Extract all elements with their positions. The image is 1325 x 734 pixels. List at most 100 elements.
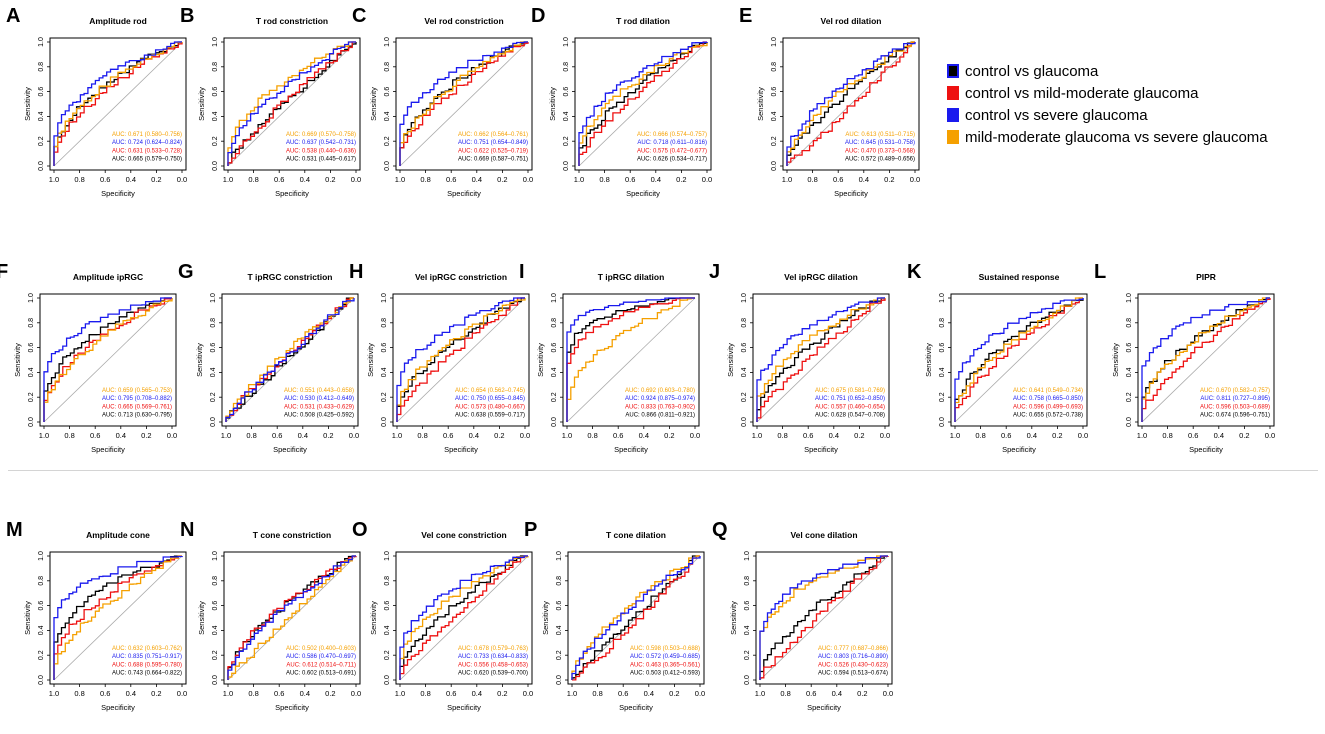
y-tick-label: 0.0	[744, 675, 751, 685]
x-tick-label: 0.4	[298, 431, 308, 440]
x-tick-label: 0.8	[587, 431, 597, 440]
x-tick-label: 0.2	[497, 175, 507, 184]
plot-frame	[782, 37, 920, 171]
x-axis-label: Specificity	[1189, 445, 1223, 454]
x-tick-label: 1.0	[782, 175, 792, 184]
y-axis-label: Sensitivity	[23, 87, 32, 121]
x-tick-label: 0.0	[910, 175, 920, 184]
auc-label: AUC: 0.594 (0.513–0.674)	[818, 671, 888, 677]
roc-curve-mild-vs-severe	[571, 555, 700, 680]
y-tick-label: 1.0	[556, 551, 563, 561]
auc-label: AUC: 0.508 (0.425–0.592)	[284, 413, 354, 419]
y-tick-label: 0.2	[771, 136, 778, 146]
y-tick-label: 1.0	[38, 551, 45, 561]
y-tick-label: 0.6	[384, 601, 391, 611]
x-tick-label: 0.0	[167, 431, 177, 440]
x-tick-label: 0.4	[859, 175, 869, 184]
x-tick-label: 1.0	[49, 689, 59, 698]
y-tick-label: 0.8	[551, 318, 558, 328]
y-tick-label: 1.0	[741, 293, 748, 303]
roc-curve-control-vs-severe	[53, 555, 183, 680]
x-tick-label: 0.4	[300, 689, 310, 698]
chance-diagonal	[53, 41, 183, 167]
x-tick-label: 0.4	[1214, 431, 1224, 440]
panel-title: T cone constriction	[253, 530, 331, 540]
x-axis-label: Specificity	[91, 445, 125, 454]
plot-frame	[950, 293, 1088, 427]
auc-label: AUC: 0.612 (0.514–0.711)	[286, 662, 356, 668]
y-tick-label: 0.2	[744, 650, 751, 660]
auc-label: AUC: 0.531 (0.433–0.629)	[284, 404, 354, 410]
x-tick-label: 0.8	[592, 689, 602, 698]
y-tick-label: 1.0	[210, 293, 217, 303]
auc-label: AUC: 0.751 (0.654–0.849)	[458, 140, 528, 146]
x-tick-label: 0.8	[780, 689, 790, 698]
y-tick-label: 0.2	[1126, 392, 1133, 402]
x-tick-label: 0.8	[74, 175, 84, 184]
x-tick-label: 0.4	[832, 689, 842, 698]
roc-curve-control-vs-severe	[1141, 297, 1270, 422]
panel-title: T cone dilation	[606, 530, 666, 540]
x-tick-label: 1.0	[752, 431, 762, 440]
panel-title: Vel cone constriction	[421, 530, 507, 540]
panel-letter: M	[6, 519, 23, 541]
x-tick-label: 0.2	[884, 175, 894, 184]
y-tick-label: 0.8	[212, 576, 219, 586]
legend-swatch-control-vs-severe	[947, 108, 959, 122]
x-axis-label: Specificity	[807, 703, 841, 712]
roc-curve-control-vs-severe	[578, 41, 708, 166]
roc-curve-control-vs-severe	[399, 555, 528, 680]
x-tick-label: 1.0	[574, 175, 584, 184]
x-tick-label: 1.0	[950, 431, 960, 440]
y-tick-label: 0.4	[744, 625, 751, 635]
roc-panel-f: F Amplitude ipRGC 0.0 0.2 0.4 0.6 0.8 1.0 1.0 0.8…	[0, 261, 177, 454]
y-tick-label: 1.0	[38, 37, 45, 47]
y-tick-label: 0.4	[771, 111, 778, 121]
plot-frame	[574, 37, 712, 171]
y-tick-label: 0.4	[741, 367, 748, 377]
roc-curve-control-vs-mild	[954, 297, 1083, 422]
x-tick-label: 1.0	[49, 175, 59, 184]
y-tick-label: 0.4	[210, 367, 217, 377]
x-tick-label: 0.8	[248, 689, 258, 698]
roc-curve-control-vs-severe	[227, 555, 356, 680]
auc-label: AUC: 0.669 (0.570–0.758)	[286, 132, 356, 138]
x-tick-label: 0.8	[807, 175, 817, 184]
legend-item: mild-moderate glaucoma vs severe glaucom…	[947, 126, 1317, 148]
legend-swatch-control-vs-glaucoma	[947, 64, 959, 78]
y-tick-label: 0.0	[384, 675, 391, 685]
y-tick-label: 0.2	[384, 650, 391, 660]
auc-label: AUC: 0.530 (0.412–0.649)	[284, 396, 354, 402]
y-tick-label: 0.0	[210, 417, 217, 427]
auc-label: AUC: 0.526 (0.430–0.623)	[818, 662, 888, 668]
x-tick-label: 0.4	[1027, 431, 1037, 440]
y-axis-label: Sensitivity	[541, 601, 550, 635]
x-tick-label: 0.6	[618, 689, 628, 698]
plot-frame	[562, 293, 700, 427]
x-axis-label: Specificity	[619, 703, 653, 712]
y-tick-label: 0.4	[384, 625, 391, 635]
auc-label: AUC: 0.718 (0.611–0.816)	[637, 140, 707, 146]
auc-label: AUC: 0.777 (0.687–0.866)	[818, 646, 888, 652]
x-tick-label: 0.2	[151, 689, 161, 698]
auc-label: AUC: 0.632 (0.603–0.762)	[112, 646, 182, 652]
x-tick-label: 1.0	[1137, 431, 1147, 440]
panel-letter: Q	[712, 519, 728, 541]
y-tick-label: 1.0	[212, 37, 219, 47]
roc-curve-control-vs-mild	[759, 555, 889, 680]
auc-label: AUC: 0.557 (0.460–0.654)	[815, 404, 885, 410]
chance-diagonal	[399, 41, 529, 167]
y-tick-label: 0.4	[28, 367, 35, 377]
auc-label: AUC: 0.654 (0.562–0.745)	[455, 388, 525, 394]
x-tick-label: 0.2	[151, 175, 161, 184]
x-tick-label: 0.4	[469, 431, 479, 440]
x-tick-label: 0.6	[272, 431, 282, 440]
roc-curve-mild-vs-severe	[1141, 297, 1270, 422]
y-axis-label: Sensitivity	[197, 87, 206, 121]
y-tick-label: 0.4	[1126, 367, 1133, 377]
x-axis-label: Specificity	[804, 445, 838, 454]
x-tick-label: 0.6	[833, 175, 843, 184]
auc-label: AUC: 0.678 (0.579–0.763)	[458, 646, 528, 652]
x-tick-label: 0.6	[1001, 431, 1011, 440]
roc-curve-mild-vs-severe	[399, 41, 528, 166]
